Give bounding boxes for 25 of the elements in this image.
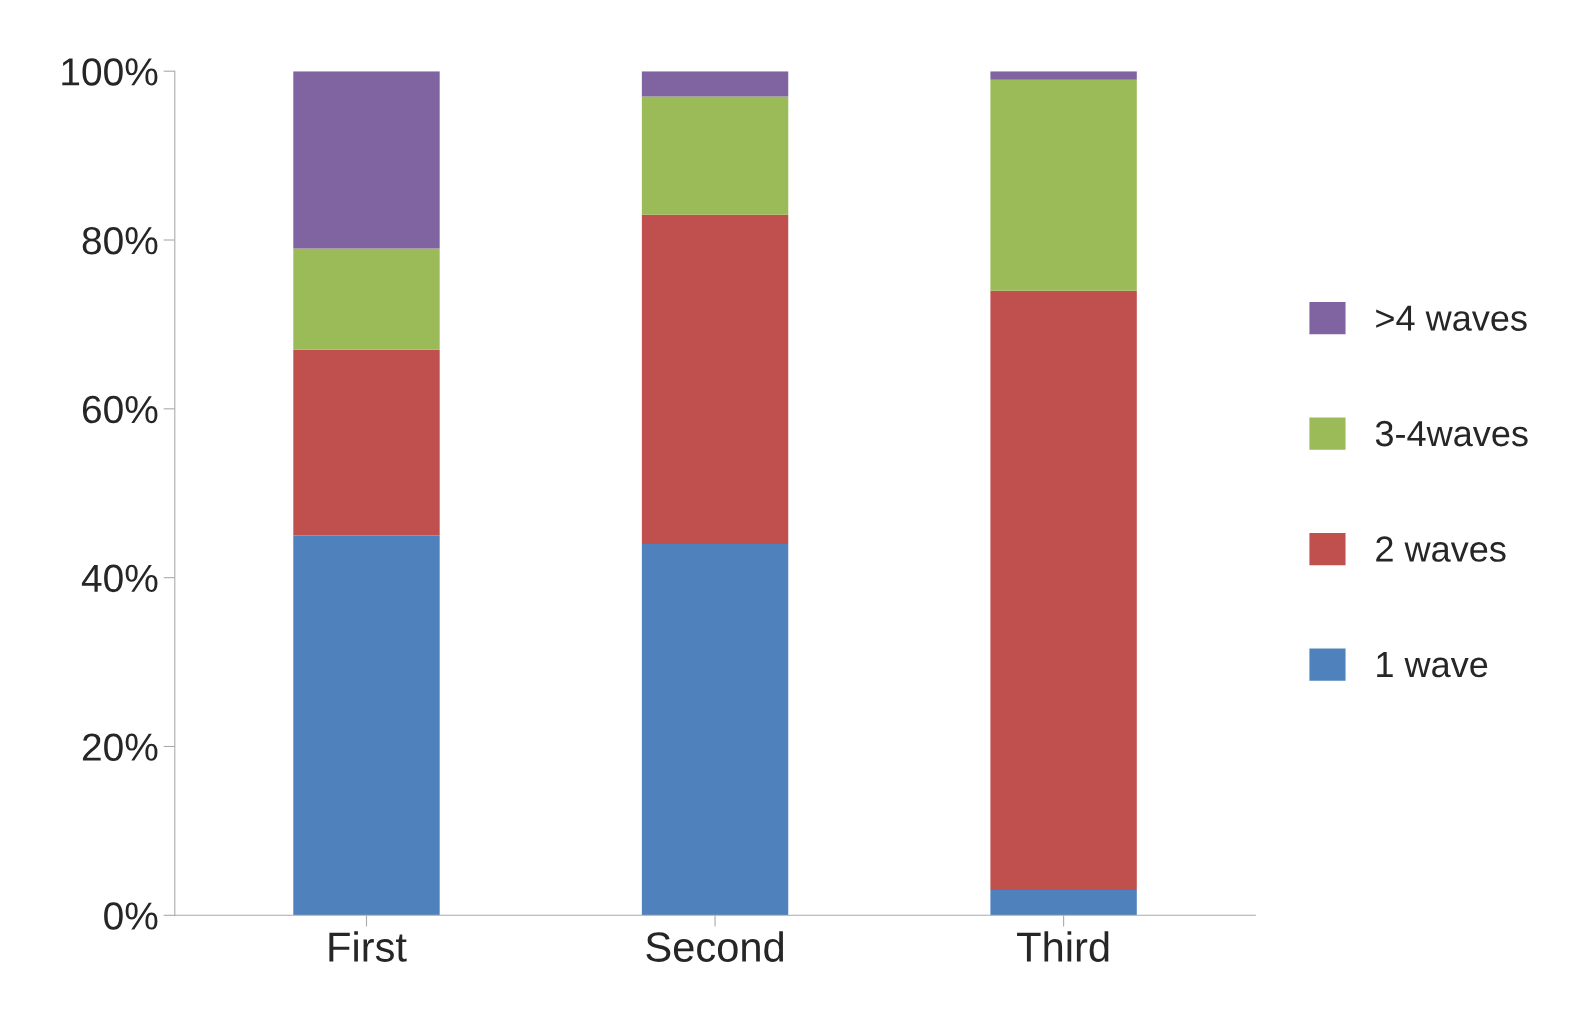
x-tick-label: Second [646, 931, 784, 962]
y-tick-label: 60% [82, 395, 158, 424]
legend-label: 1 wave [1377, 652, 1488, 678]
x-tick-label: Third [1017, 931, 1109, 962]
x-tick-label: First [329, 931, 407, 962]
y-tick-label: 20% [82, 733, 158, 761]
bar [641, 214, 789, 544]
bar [641, 543, 789, 916]
y-tick-label: 80% [82, 226, 158, 255]
bar [990, 889, 1137, 916]
bar [990, 79, 1137, 291]
bar [990, 290, 1137, 890]
legend-label: 3-4waves [1375, 420, 1528, 447]
bar [990, 71, 1137, 80]
bar [293, 349, 440, 536]
bar [293, 71, 440, 249]
y-tick-label: 0% [104, 902, 158, 930]
y-tick-label: 100% [62, 58, 158, 86]
bar [641, 71, 789, 97]
bar [293, 248, 440, 350]
y-tick-label: 40% [81, 564, 158, 593]
bar [293, 535, 440, 916]
legend-label: 2 waves [1376, 536, 1506, 562]
legend-label: >4 waves [1376, 305, 1527, 331]
bar [641, 96, 789, 215]
